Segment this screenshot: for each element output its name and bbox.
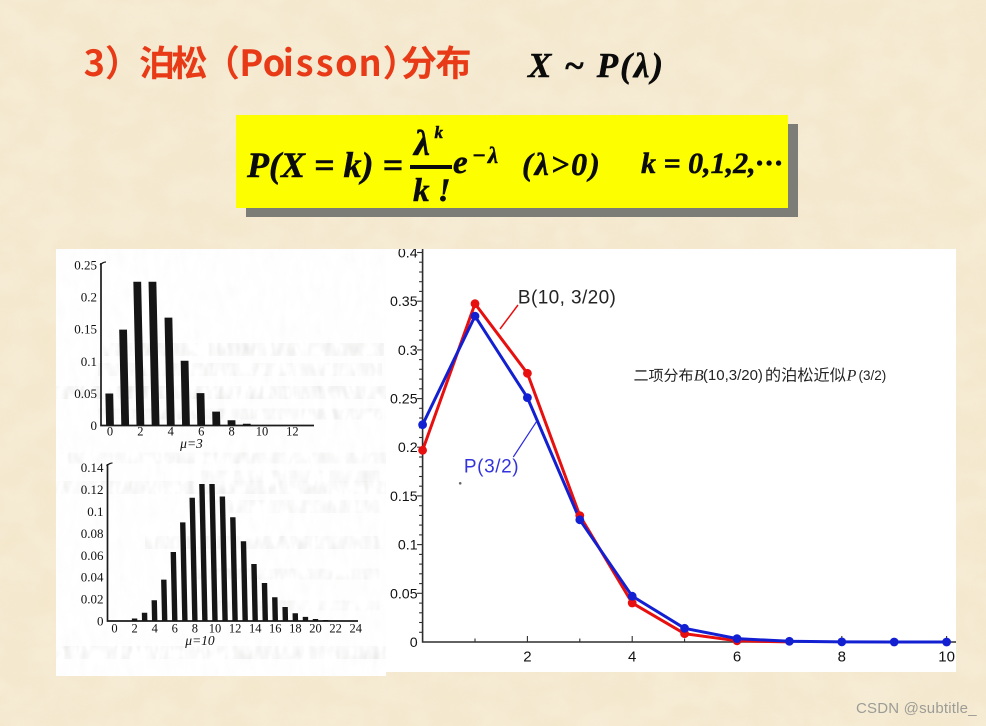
svg-text:10: 10 bbox=[938, 649, 955, 666]
svg-text:12: 12 bbox=[286, 425, 299, 439]
svg-text:P(3/2): P(3/2) bbox=[464, 456, 519, 477]
svg-text:B(10, 3/20): B(10, 3/20) bbox=[518, 288, 616, 309]
svg-text:6: 6 bbox=[198, 425, 204, 439]
svg-text:0.04: 0.04 bbox=[81, 570, 104, 585]
svg-text:0: 0 bbox=[111, 622, 117, 636]
svg-text:B: B bbox=[694, 368, 704, 385]
svg-text:6: 6 bbox=[733, 649, 741, 666]
svg-text:0.3: 0.3 bbox=[398, 343, 418, 359]
svg-text:0.05: 0.05 bbox=[390, 586, 418, 602]
svg-text:0.25: 0.25 bbox=[74, 258, 97, 273]
svg-text:0: 0 bbox=[410, 635, 418, 651]
svg-text:0.06: 0.06 bbox=[81, 548, 104, 563]
svg-text:24: 24 bbox=[349, 622, 362, 636]
svg-text:0.15: 0.15 bbox=[390, 489, 418, 505]
svg-text:0.1: 0.1 bbox=[81, 354, 97, 369]
svg-text:0.14: 0.14 bbox=[81, 460, 104, 475]
svg-text:6: 6 bbox=[172, 622, 178, 636]
svg-text:0.2: 0.2 bbox=[81, 290, 97, 305]
svg-text:0.25: 0.25 bbox=[390, 392, 418, 408]
svg-text:14: 14 bbox=[249, 622, 262, 636]
svg-text:4: 4 bbox=[152, 622, 159, 636]
svg-text:8: 8 bbox=[228, 425, 234, 439]
svg-text:P: P bbox=[846, 368, 857, 385]
svg-text:μ=10: μ=10 bbox=[184, 633, 215, 648]
svg-text:2: 2 bbox=[131, 622, 137, 636]
svg-text:0.15: 0.15 bbox=[74, 322, 97, 337]
svg-text:μ=3: μ=3 bbox=[179, 436, 203, 451]
svg-text:0.4: 0.4 bbox=[398, 249, 418, 262]
svg-text:10: 10 bbox=[256, 425, 269, 439]
svg-text:0.12: 0.12 bbox=[81, 482, 104, 497]
svg-text:0: 0 bbox=[91, 418, 98, 433]
svg-text:0.08: 0.08 bbox=[81, 526, 104, 541]
svg-text:22: 22 bbox=[329, 622, 342, 636]
svg-text:2: 2 bbox=[523, 649, 531, 666]
svg-text:8: 8 bbox=[192, 622, 198, 636]
svg-text:0.2: 0.2 bbox=[398, 440, 418, 456]
svg-text:0: 0 bbox=[107, 425, 113, 439]
svg-text:0.1: 0.1 bbox=[398, 538, 418, 554]
svg-text:2: 2 bbox=[137, 425, 143, 439]
svg-text:4: 4 bbox=[168, 425, 175, 439]
svg-text:8: 8 bbox=[838, 649, 846, 666]
svg-text:10: 10 bbox=[209, 622, 222, 636]
svg-text:(10,3/20): (10,3/20) bbox=[703, 367, 763, 384]
svg-text:0.35: 0.35 bbox=[390, 294, 418, 310]
svg-text:20: 20 bbox=[309, 622, 322, 636]
svg-text:18: 18 bbox=[289, 622, 302, 636]
svg-text:12: 12 bbox=[229, 622, 242, 636]
svg-text:4: 4 bbox=[628, 649, 636, 666]
svg-text:0.1: 0.1 bbox=[87, 504, 103, 519]
svg-text:(3/2): (3/2) bbox=[859, 368, 887, 383]
svg-text:0.05: 0.05 bbox=[74, 386, 97, 401]
svg-text:16: 16 bbox=[269, 622, 282, 636]
svg-text:0: 0 bbox=[97, 614, 104, 629]
svg-text:0.02: 0.02 bbox=[81, 592, 104, 607]
